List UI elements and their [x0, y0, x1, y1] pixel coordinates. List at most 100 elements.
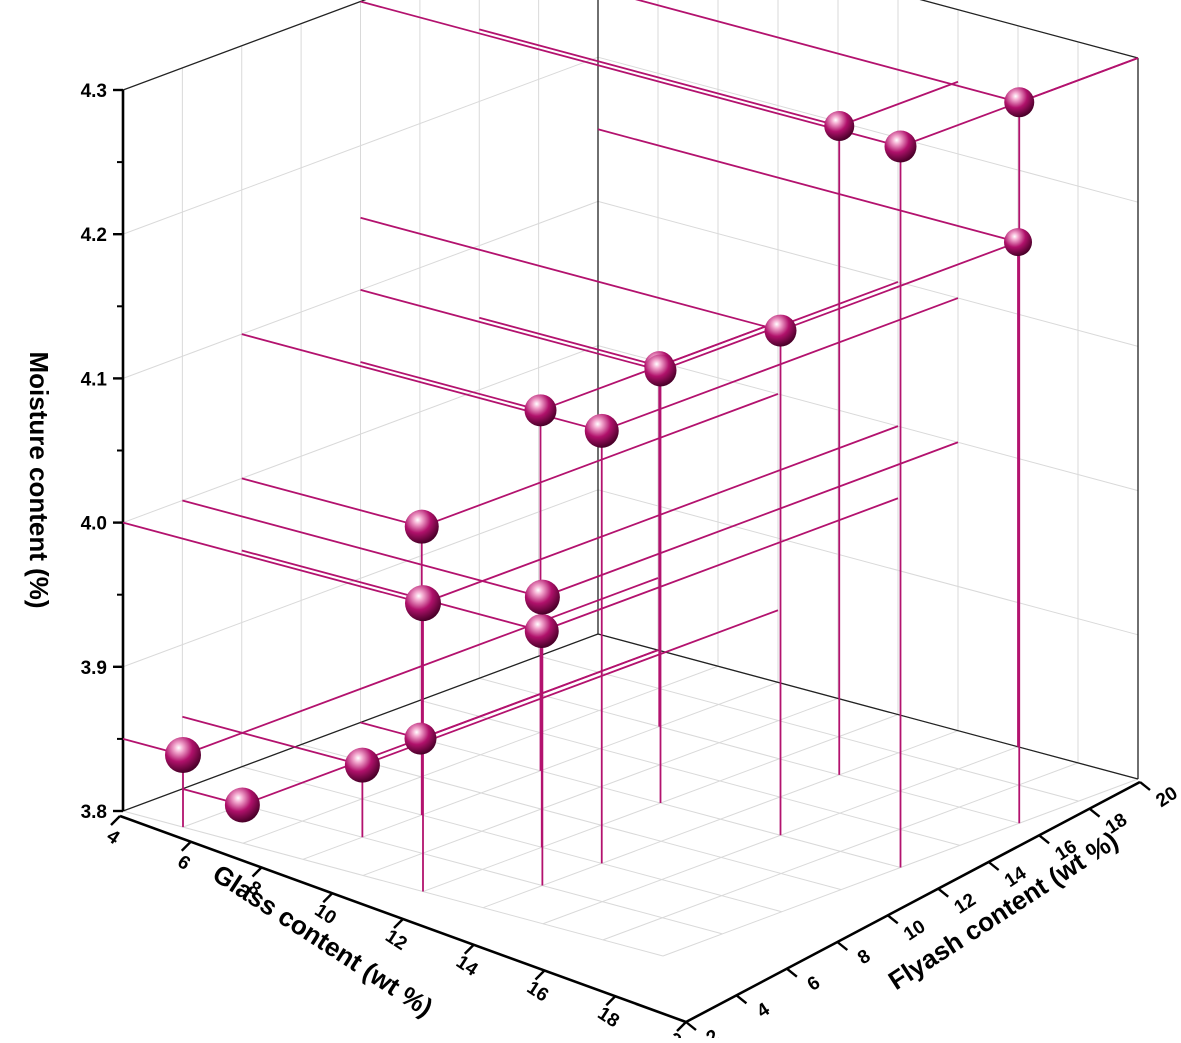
- x-tick-label: 18: [594, 1003, 623, 1032]
- data-point: [165, 737, 201, 774]
- y-tick-label: 10: [900, 916, 929, 945]
- projection-line: [601, 297, 959, 432]
- data-point: [824, 111, 855, 142]
- grid-line: [300, 744, 842, 891]
- x-tick-label: 12: [381, 926, 410, 955]
- projection-line: [360, 0, 901, 148]
- x-tick: [180, 840, 192, 852]
- x-tick: [251, 866, 263, 878]
- projection-line: [182, 715, 363, 766]
- projection-line: [360, 289, 661, 372]
- projection-line: [360, 216, 781, 332]
- y-tick: [836, 941, 849, 951]
- y-tick: [685, 1021, 697, 1031]
- y-axis-line: [685, 780, 1141, 1024]
- marker-layer: [165, 87, 1035, 823]
- grid-line: [482, 730, 959, 909]
- projection-line: [479, 316, 660, 367]
- data-point: [884, 130, 917, 163]
- y-tick: [735, 994, 748, 1005]
- y-tick-label: 20: [1152, 783, 1181, 812]
- data-point: [1004, 87, 1035, 118]
- grid-line: [597, 489, 1139, 636]
- projection-line: [634, 0, 1020, 104]
- z-tick-label: 4.3: [81, 81, 107, 102]
- data-point: [1004, 228, 1032, 257]
- grid-line: [602, 762, 1079, 941]
- grid-line: [122, 810, 664, 957]
- x-tick: [393, 918, 404, 929]
- projection-line: [838, 80, 959, 127]
- data-point: [404, 509, 439, 544]
- axis-layer: [119, 0, 1141, 1024]
- projection-line: [780, 241, 1019, 332]
- projection-line: [542, 441, 959, 598]
- y-tick: [1038, 834, 1050, 845]
- projection-line: [182, 577, 659, 756]
- projection-line: [422, 425, 899, 604]
- box-edge: [919, 0, 1139, 59]
- data-point: [764, 314, 797, 347]
- x-tick: [676, 1021, 687, 1032]
- data-point: [524, 394, 557, 427]
- x-tick-label: 4: [103, 826, 124, 850]
- y-tick: [1139, 781, 1151, 791]
- grid-line: [419, 699, 961, 846]
- x-tick-label: 6: [174, 851, 194, 874]
- data-point: [524, 579, 560, 615]
- projection-line: [241, 549, 542, 632]
- x-tick-label: 16: [523, 977, 552, 1006]
- grid-layer: [122, 0, 1139, 957]
- projection-line: [658, 320, 779, 367]
- y-axis-title: Flyash content (wt %): [883, 825, 1123, 996]
- y-tick: [937, 887, 949, 898]
- x-tick: [110, 815, 121, 826]
- projection-line: [241, 477, 422, 528]
- z-axis-title: Moisture content (%): [24, 351, 54, 608]
- grid-line: [241, 766, 782, 913]
- x-tick: [605, 995, 617, 1007]
- grid-line: [182, 788, 723, 935]
- x-tick-label: 14: [452, 952, 482, 981]
- grid-line: [597, 200, 1139, 347]
- grid-line: [362, 697, 839, 876]
- y-tick: [887, 914, 899, 925]
- data-point: [405, 585, 441, 622]
- data-point: [524, 614, 559, 649]
- x-tick: [322, 892, 334, 904]
- box-edge: [597, 633, 1139, 780]
- grid-line: [538, 655, 1079, 802]
- drop-line-layer: [122, 0, 1139, 892]
- grid-line: [597, 345, 1139, 492]
- z-tick-label: 4.2: [81, 225, 107, 246]
- data-point: [584, 413, 619, 448]
- projection-line: [421, 393, 779, 528]
- grid-line: [920, 0, 1139, 59]
- data-point: [224, 787, 260, 823]
- grid-line: [242, 665, 719, 844]
- y-tick: [786, 967, 798, 978]
- grid-line: [360, 722, 901, 868]
- grid-line: [597, 56, 1139, 203]
- y-tick-label: 8: [854, 946, 874, 969]
- projection-line: [360, 361, 541, 412]
- data-point: [404, 722, 437, 755]
- projection-line: [597, 128, 1019, 243]
- projection-line: [479, 28, 840, 127]
- projection-line: [420, 649, 659, 740]
- x-tick: [463, 943, 475, 955]
- z-tick-label: 4.1: [81, 369, 108, 390]
- z-tick-label: 4.0: [81, 514, 107, 535]
- x-tick: [534, 969, 546, 981]
- x-tick-label: 20: [664, 1029, 693, 1038]
- z-tick-label: 3.8: [81, 802, 107, 823]
- y-tick-label: 2: [703, 1026, 723, 1038]
- projection-line: [541, 497, 899, 632]
- y-tick: [1088, 807, 1101, 818]
- y-tick-label: 4: [753, 999, 774, 1023]
- grid-line: [479, 677, 1020, 824]
- projection-line: [122, 521, 424, 605]
- y-tick: [987, 861, 1000, 871]
